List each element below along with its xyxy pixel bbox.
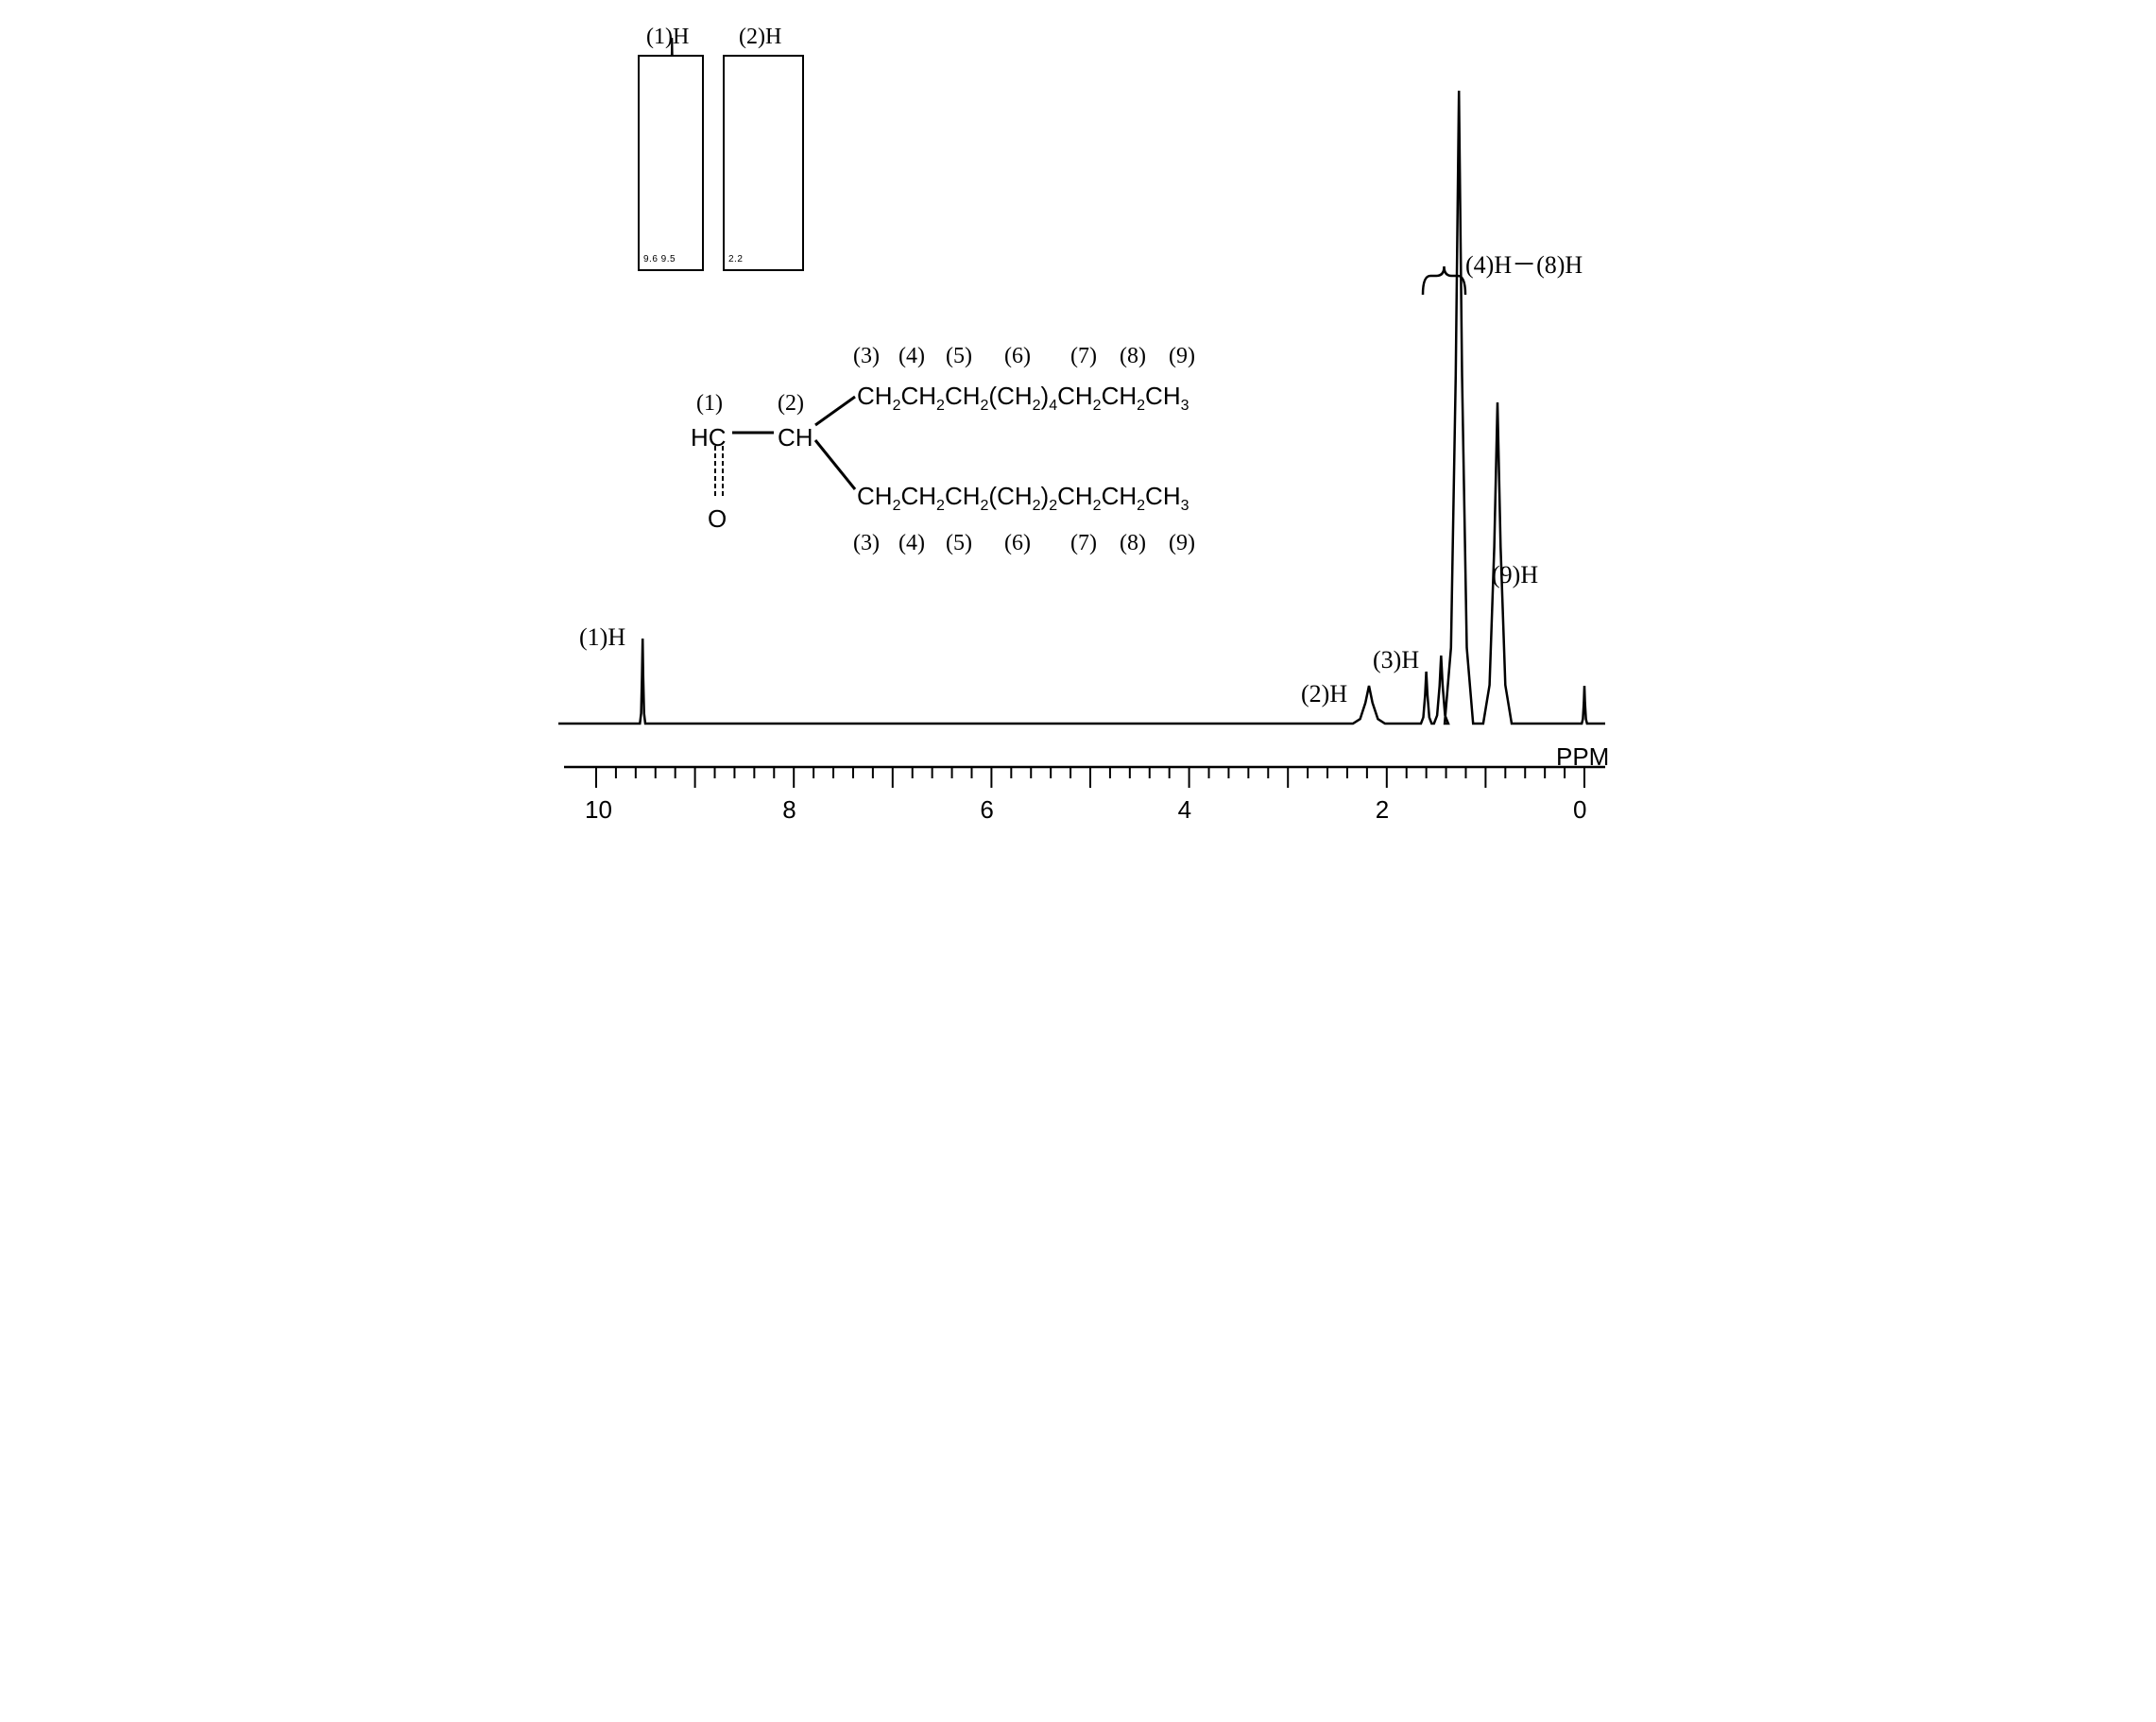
label-1h: (1)H (579, 623, 625, 652)
bond-ch-upper (815, 397, 855, 425)
axis-tick-8: 8 (782, 795, 796, 825)
struct-chain-bottom: CH2CH2CH2(CH2)2CH2CH2CH3 (857, 482, 1189, 511)
struct-label-2: (2) (778, 391, 804, 417)
label-9h: (9)H (1492, 561, 1538, 589)
struct-chain-top: CH2CH2CH2(CH2)4CH2CH2CH3 (857, 382, 1189, 411)
axis-tick-2: 2 (1376, 795, 1389, 825)
axis-label-ppm: PPM (1556, 742, 1609, 772)
inset-2h-ticks: 2.2 (728, 254, 743, 264)
axis-tick-6: 6 (980, 795, 993, 825)
axis-tick-0: 0 (1573, 795, 1586, 825)
inset-2h-label: (2)H (739, 25, 781, 50)
struct-o: O (708, 504, 727, 534)
nmr-figure: (1)H (2)H 9.6 9.5 2.2 (1)H (2)H (3)H (4)… (539, 0, 1617, 861)
label-3h: (3)H (1373, 646, 1419, 674)
inset-1h-box (638, 55, 704, 271)
inset-1h-label: (1)H (646, 25, 689, 50)
struct-ch: CH (778, 423, 813, 452)
brace-4-8h (1423, 266, 1465, 295)
struct-label-1: (1) (696, 391, 723, 417)
label-2h: (2)H (1301, 680, 1347, 708)
label-4-8h: (4)H－(8)H (1465, 246, 1583, 281)
inset-1h-ticks: 9.6 9.5 (643, 254, 676, 264)
axis-tick-4: 4 (1178, 795, 1191, 825)
axis-tick-10: 10 (585, 795, 612, 825)
inset-2h-box (723, 55, 804, 271)
bond-ch-lower (815, 440, 855, 489)
struct-hc: HC (691, 423, 727, 452)
